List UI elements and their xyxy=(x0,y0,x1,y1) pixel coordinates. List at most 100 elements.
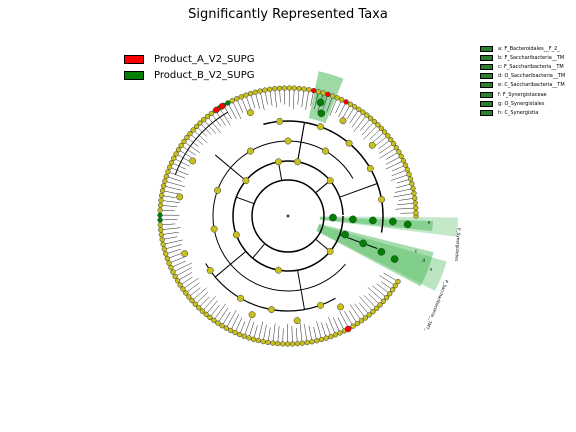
leaf-branch xyxy=(211,113,222,127)
tree-arc xyxy=(205,263,336,312)
leaf-branch xyxy=(379,147,397,159)
clade-swatch xyxy=(480,45,493,52)
leaf-node xyxy=(173,151,179,157)
branch-node xyxy=(339,117,347,125)
leaf-branch xyxy=(168,256,187,264)
leaf-branch xyxy=(297,88,300,105)
leaf-node xyxy=(177,282,183,288)
leaf-node xyxy=(309,339,315,345)
leaf-branch xyxy=(393,193,415,198)
significant-node xyxy=(390,255,399,263)
leaf-node xyxy=(337,330,343,336)
leaf-node xyxy=(180,286,186,292)
leaf-node xyxy=(286,85,292,91)
tree-branch xyxy=(214,250,247,278)
leaf-node xyxy=(350,323,356,329)
leaf-node xyxy=(184,134,190,141)
leaf-node xyxy=(193,123,200,130)
leaf-branch xyxy=(189,133,204,145)
clade-legend-label: b: F_Saccharibacteria__TM xyxy=(498,54,565,61)
clade-legend-item: b: F_Saccharibacteria__TM xyxy=(480,53,565,62)
clade-legend-item: h: C_Synergistia xyxy=(480,108,565,117)
leaf-branch xyxy=(328,316,336,335)
leaf-node xyxy=(160,241,166,248)
leaf-node xyxy=(192,301,198,307)
leaf-branch xyxy=(329,97,338,117)
leaf-branch xyxy=(175,267,192,277)
leaf-node xyxy=(158,227,164,233)
tree-branch xyxy=(214,154,247,182)
group-a-swatch xyxy=(124,54,144,64)
significant-node xyxy=(218,103,226,110)
leaf-branch xyxy=(173,158,190,167)
leaf-branch xyxy=(166,176,182,182)
leaf-branch xyxy=(349,304,362,321)
leaf-node xyxy=(352,104,358,110)
leaf-node xyxy=(409,181,415,187)
sector-letter: a xyxy=(428,219,431,224)
leaf-node xyxy=(311,87,317,94)
leaf-branch xyxy=(160,227,181,231)
leaf-node xyxy=(162,178,168,184)
leaf-node xyxy=(172,273,178,280)
clade-legend-label: g: O_Synergistales xyxy=(498,100,545,107)
leaf-branch xyxy=(326,95,333,113)
leaf-node xyxy=(161,246,168,252)
leaf-node xyxy=(314,338,320,344)
leaf-branch xyxy=(221,311,231,326)
leaf-branch xyxy=(376,283,390,294)
leaf-branch xyxy=(344,311,354,327)
leaf-node xyxy=(241,333,247,339)
leaf-node xyxy=(168,265,174,271)
leaf-branch xyxy=(395,183,412,189)
tree-branch xyxy=(252,243,266,259)
leaf-node xyxy=(270,340,276,346)
leaf-branch xyxy=(383,272,399,282)
tree-branch xyxy=(297,122,305,162)
leaf-branch xyxy=(397,202,416,206)
leaf-node xyxy=(252,89,258,95)
leaf-node xyxy=(395,278,401,285)
root-node xyxy=(286,214,290,218)
branch-node xyxy=(322,147,329,155)
leaf-node xyxy=(157,222,163,228)
leaf-node xyxy=(393,145,399,151)
leaf-branch xyxy=(227,102,237,119)
leaf-node xyxy=(197,120,203,126)
tree-branch xyxy=(339,183,378,198)
leaf-branch xyxy=(202,296,216,312)
leaf-branch xyxy=(385,160,404,170)
leaf-node xyxy=(265,339,271,346)
leaf-node xyxy=(412,200,418,206)
leaf-branch xyxy=(349,109,360,124)
leaf-node xyxy=(320,90,326,96)
leaf-node xyxy=(407,176,414,182)
leaf-node xyxy=(371,118,377,125)
leaf-node xyxy=(164,255,170,262)
leaf-node xyxy=(343,99,349,105)
significant-node xyxy=(317,109,326,118)
significant-node xyxy=(329,213,337,222)
branch-node xyxy=(189,157,197,165)
tree-nodes xyxy=(157,85,419,347)
leaf-node xyxy=(225,100,231,106)
leaf-node xyxy=(199,308,206,314)
leaf-node xyxy=(279,341,286,347)
significant-node xyxy=(213,106,220,114)
leaf-node xyxy=(271,86,278,92)
highlight-sector xyxy=(308,71,344,124)
leaf-branch xyxy=(219,107,231,126)
branch-node xyxy=(237,294,244,302)
branch-node xyxy=(366,165,374,172)
leaf-branch xyxy=(205,300,218,315)
leaf-branch xyxy=(191,287,207,301)
group-b-label: Product_B_V2_SUPG xyxy=(154,69,255,81)
branch-node xyxy=(181,250,189,258)
leaf-node xyxy=(356,106,362,113)
leaf-node xyxy=(160,183,167,189)
clade-swatch xyxy=(480,100,493,107)
leaf-node xyxy=(306,87,312,93)
branch-node xyxy=(214,186,221,194)
clade-swatch xyxy=(480,54,493,61)
leaf-node xyxy=(402,162,409,168)
